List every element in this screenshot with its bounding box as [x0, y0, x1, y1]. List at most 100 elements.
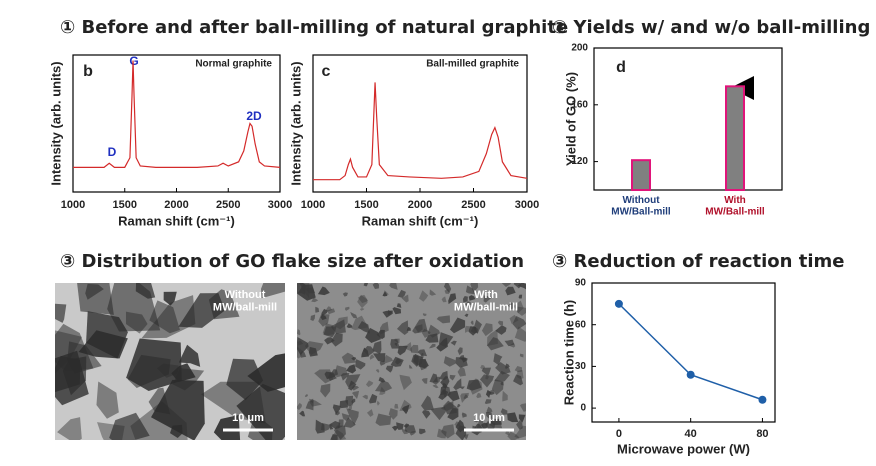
- bar: [725, 85, 745, 191]
- x-tick-label: With MW/Ball-mill: [705, 195, 765, 218]
- line: [618, 303, 763, 401]
- flake: [383, 354, 394, 364]
- flake: [457, 347, 463, 356]
- flake: [299, 350, 307, 358]
- flake: [323, 326, 337, 338]
- flake: [497, 320, 504, 326]
- flake: [369, 354, 375, 360]
- panel-label: c: [322, 63, 331, 80]
- flake: [513, 374, 524, 386]
- flake: [375, 369, 380, 373]
- flake: [391, 425, 399, 431]
- flake: [97, 422, 125, 440]
- flake: [466, 379, 482, 391]
- panel-label: d: [616, 59, 626, 76]
- image-label: Without MW/ball-mill: [213, 289, 277, 314]
- flake: [213, 414, 241, 440]
- flake: [334, 316, 348, 330]
- flake: [351, 385, 360, 391]
- scale-bar-label: 10 μm: [473, 412, 505, 424]
- flake: [519, 403, 526, 412]
- flake: [297, 283, 306, 295]
- flake: [418, 358, 427, 371]
- flake: [387, 309, 392, 316]
- flake: [436, 315, 451, 324]
- flake: [443, 283, 452, 294]
- flake: [178, 344, 201, 367]
- line: [313, 82, 528, 181]
- flake: [378, 376, 386, 383]
- flake: [297, 329, 301, 336]
- flake: [308, 346, 318, 357]
- annotation: Ball-milled graphite: [426, 59, 519, 70]
- flake: [487, 337, 504, 351]
- flake: [483, 295, 493, 303]
- flake: [260, 283, 285, 299]
- flake: [513, 300, 524, 314]
- flake: [394, 403, 399, 409]
- y-axis-label: Reaction time (h): [561, 300, 576, 405]
- flake: [411, 354, 419, 367]
- flake: [464, 313, 469, 318]
- flake: [57, 417, 82, 440]
- flake: [514, 366, 523, 373]
- flake: [226, 358, 264, 401]
- flake: [516, 420, 523, 430]
- flake: [311, 297, 319, 303]
- flake: [396, 422, 404, 430]
- flake: [508, 302, 515, 310]
- flake: [396, 320, 409, 336]
- flake: [403, 423, 410, 428]
- flake: [419, 428, 426, 435]
- flake: [363, 283, 369, 287]
- flake: [310, 314, 316, 321]
- x-tick-label: Without MW/Ball-mill: [611, 195, 671, 218]
- flake: [476, 392, 482, 399]
- flake: [369, 393, 378, 404]
- flake: [461, 412, 467, 418]
- y-axis-label: Intensity (arb. units): [288, 61, 303, 185]
- flake: [449, 374, 456, 381]
- flake: [107, 283, 161, 332]
- flake: [402, 341, 413, 352]
- flake: [346, 364, 356, 374]
- flake: [517, 283, 526, 290]
- flake: [514, 326, 526, 342]
- flake: [315, 306, 320, 313]
- heading: ② Yields w/ and w/o ball-milling: [552, 17, 870, 38]
- x-tick-label: 2000: [164, 199, 188, 211]
- flake: [304, 394, 308, 398]
- flake: [305, 287, 316, 294]
- flake: [455, 357, 468, 368]
- flake: [500, 381, 504, 386]
- flake: [481, 367, 492, 376]
- flake: [163, 291, 177, 306]
- flake: [412, 318, 428, 334]
- x-tick-label: 2500: [216, 199, 240, 211]
- flake: [410, 344, 419, 354]
- flake: [362, 394, 368, 400]
- flake: [429, 373, 438, 383]
- flake: [450, 340, 457, 346]
- x-tick-label: 3000: [515, 199, 539, 211]
- flake: [366, 409, 374, 417]
- flake: [500, 408, 508, 415]
- flake: [494, 370, 510, 382]
- flake: [330, 434, 338, 440]
- x-tick-label: 0: [616, 428, 622, 440]
- flake: [455, 425, 467, 440]
- flake: [464, 325, 471, 333]
- flake: [518, 294, 523, 299]
- flake: [505, 286, 516, 296]
- plot-frame: [591, 282, 776, 423]
- x-tick-label: 2000: [408, 199, 432, 211]
- micrograph-content: [297, 283, 526, 440]
- flake: [417, 349, 428, 357]
- flake: [457, 366, 467, 377]
- flake: [441, 424, 455, 439]
- flake: [299, 410, 306, 417]
- flake: [389, 283, 398, 290]
- flake: [320, 422, 332, 431]
- flake: [126, 338, 182, 391]
